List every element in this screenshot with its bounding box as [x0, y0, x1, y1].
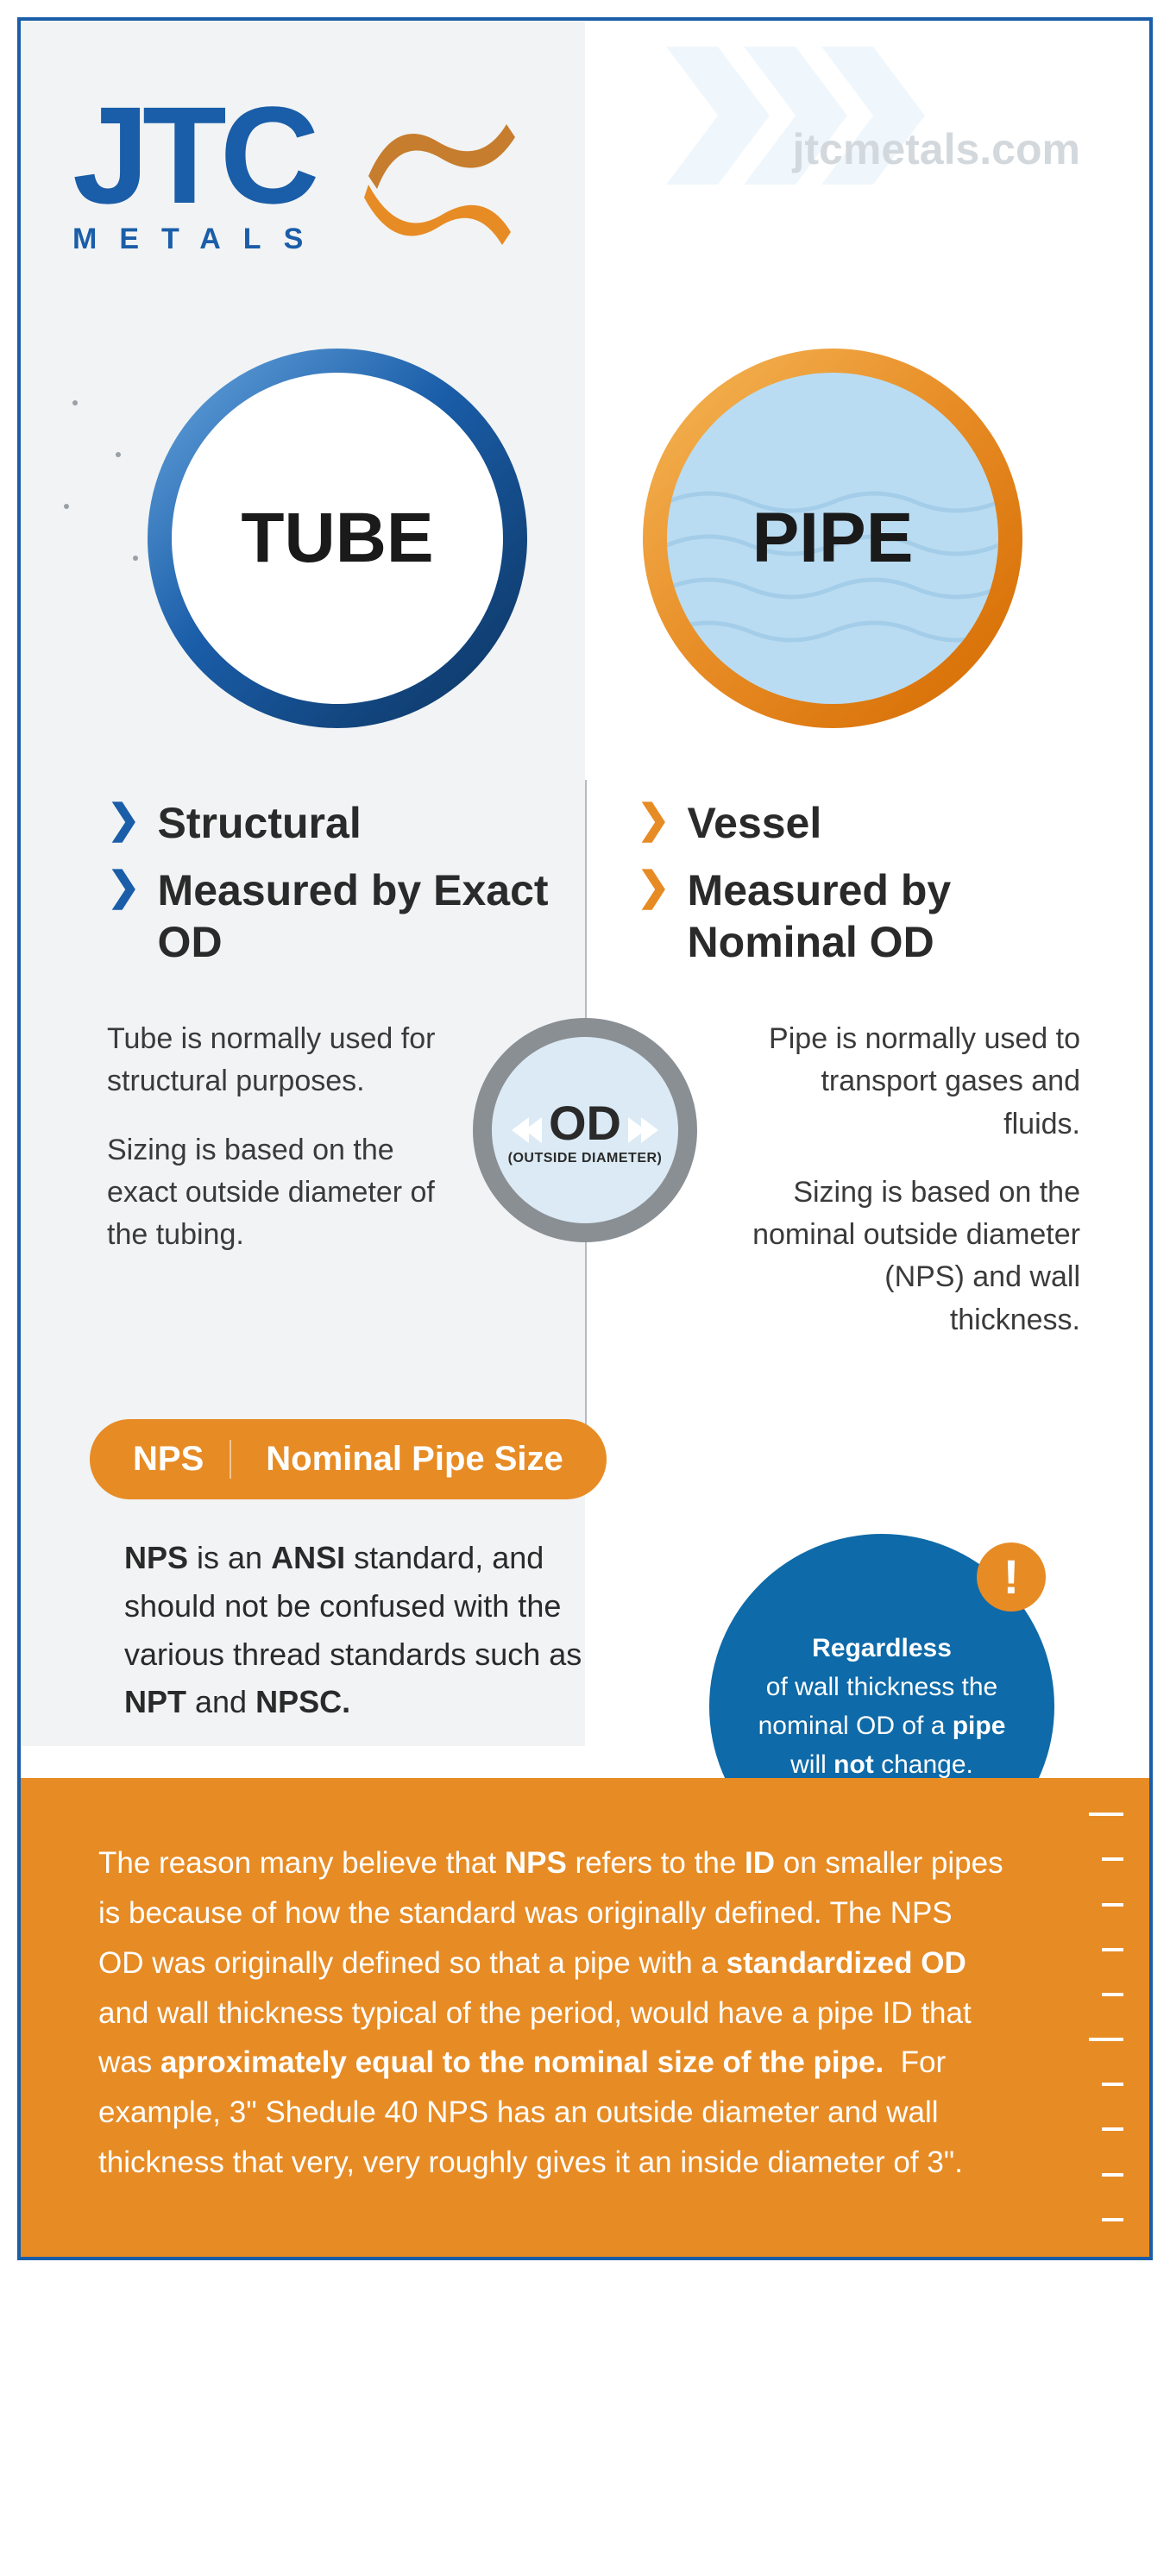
orange-explainer-box: The reason many believe that NPS refers …	[21, 1778, 1149, 2256]
desc-row: Tube is normally used for structural pur…	[21, 1001, 1149, 1402]
nps-desc-row: NPS is an ANSI standard, and should not …	[21, 1525, 1149, 1778]
tube-circle: TUBE	[148, 349, 527, 728]
chevron-right-icon: ❯	[107, 864, 141, 908]
regardless-text: Regardlessof wall thickness the nominal …	[744, 1629, 1020, 1784]
chevron-right-icon: ❯	[637, 864, 670, 908]
logo-subtext: METALS	[72, 223, 325, 256]
tube-bullet-text: Measured by Exact OD	[158, 864, 594, 968]
od-badge: OD (OUTSIDE DIAMETER)	[473, 1018, 697, 1242]
infographic-container: JTC METALS jtcmetals.com TUBE	[17, 17, 1153, 2260]
brand-url: jtcmetals.com	[793, 124, 1080, 174]
tube-inner: TUBE	[172, 373, 503, 704]
pipe-bullet-text: Vessel	[688, 797, 822, 849]
orange-text: The reason many believe that NPS refers …	[98, 1838, 1004, 2187]
tube-label: TUBE	[241, 498, 433, 579]
logo-text: JTC	[72, 97, 325, 214]
chevron-right-icon: ❯	[637, 797, 670, 841]
tube-bullets: ❯ Structural ❯ Measured by Exact OD	[107, 797, 594, 983]
logo-swirl-icon	[343, 90, 532, 262]
tube-circle-wrap: TUBE	[148, 349, 527, 728]
pipe-bullet-text: Measured by Nominal OD	[688, 864, 1080, 968]
tube-desc-p1: Tube is normally used for structural pur…	[107, 1018, 438, 1103]
chevron-right-icon: ❯	[107, 797, 141, 841]
pipe-circle: PIPE	[643, 349, 1022, 728]
header: JTC METALS jtcmetals.com	[21, 21, 1149, 297]
nps-desc: NPS is an ANSI standard, and should not …	[124, 1534, 583, 1726]
pipe-circle-wrap: PIPE	[643, 349, 1022, 728]
exclaim-icon: !	[977, 1542, 1046, 1612]
nps-full: Nominal Pipe Size	[266, 1440, 563, 1479]
pipe-label: PIPE	[752, 498, 914, 579]
circles-row: TUBE	[21, 297, 1149, 763]
bullets-row: ❯ Structural ❯ Measured by Exact OD ❯ Ve…	[21, 763, 1149, 1001]
arrows-out-icon	[499, 1109, 671, 1152]
tube-bullet-1: ❯ Structural	[107, 797, 594, 849]
tube-bullet-2: ❯ Measured by Exact OD	[107, 864, 594, 968]
od-sublabel: (OUTSIDE DIAMETER)	[508, 1151, 663, 1166]
tube-bullet-text: Structural	[158, 797, 362, 849]
ruler-icon	[1089, 1813, 1123, 2221]
pipe-bullet-1: ❯ Vessel	[637, 797, 1080, 849]
nps-abbr: NPS	[133, 1440, 231, 1479]
pipe-bullet-2: ❯ Measured by Nominal OD	[637, 864, 1080, 968]
pipe-inner: PIPE	[667, 373, 998, 704]
pipe-bullets: ❯ Vessel ❯ Measured by Nominal OD	[594, 797, 1080, 983]
logo-text-block: JTC METALS	[72, 97, 325, 256]
nps-pill: NPS Nominal Pipe Size	[90, 1419, 607, 1499]
logo-section: JTC METALS	[72, 90, 532, 262]
pipe-desc-p2: Sizing is based on the nominal outside d…	[749, 1172, 1080, 1341]
content-wrap: JTC METALS jtcmetals.com TUBE	[21, 21, 1149, 2257]
pipe-desc-p1: Pipe is normally used to transport gases…	[749, 1018, 1080, 1146]
tube-desc-p2: Sizing is based on the exact outside dia…	[107, 1129, 438, 1257]
